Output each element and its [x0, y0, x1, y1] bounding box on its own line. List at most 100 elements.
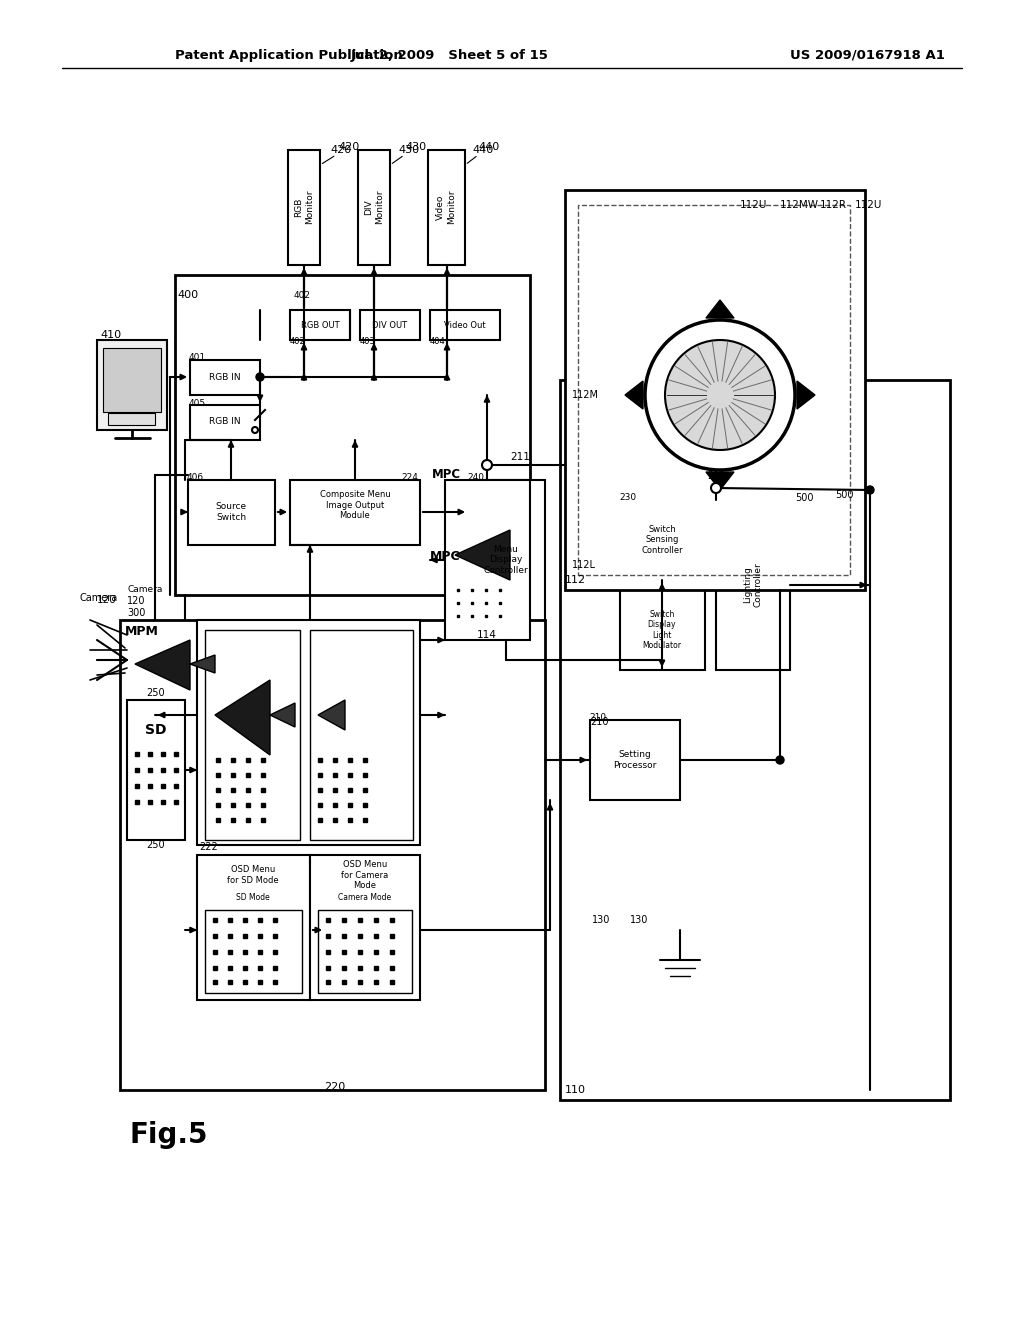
Text: RGB IN: RGB IN	[209, 372, 241, 381]
Polygon shape	[797, 381, 815, 409]
FancyBboxPatch shape	[565, 190, 865, 590]
Text: Setting
Processor: Setting Processor	[613, 750, 656, 770]
FancyBboxPatch shape	[205, 909, 302, 993]
Text: 210: 210	[589, 714, 606, 722]
Text: 120: 120	[127, 597, 145, 606]
Text: 420: 420	[330, 145, 351, 154]
FancyBboxPatch shape	[120, 620, 545, 1090]
Text: 250: 250	[146, 688, 165, 698]
Text: Composite Menu
Image Output
Module: Composite Menu Image Output Module	[319, 490, 390, 520]
Text: 112R: 112R	[820, 201, 847, 210]
Text: 211: 211	[707, 471, 725, 480]
Text: MPC: MPC	[430, 550, 461, 564]
Polygon shape	[270, 704, 295, 727]
FancyBboxPatch shape	[127, 700, 185, 840]
Text: Switch
Display
Light
Modulator: Switch Display Light Modulator	[642, 610, 682, 651]
FancyBboxPatch shape	[360, 310, 420, 341]
Text: Menu
Display
Controller: Menu Display Controller	[483, 545, 528, 576]
Polygon shape	[455, 531, 510, 579]
Text: OSD Menu
for Camera
Mode: OSD Menu for Camera Mode	[341, 861, 389, 890]
Text: Video
Monitor: Video Monitor	[436, 190, 456, 224]
FancyBboxPatch shape	[190, 405, 260, 440]
FancyBboxPatch shape	[175, 275, 530, 595]
Text: Fig.5: Fig.5	[130, 1121, 209, 1148]
Circle shape	[665, 341, 775, 450]
FancyBboxPatch shape	[620, 590, 705, 671]
Text: SD: SD	[145, 723, 167, 737]
Circle shape	[776, 756, 784, 764]
Text: Lighting
Controller: Lighting Controller	[743, 562, 763, 607]
Polygon shape	[215, 680, 270, 755]
Text: 406: 406	[187, 473, 204, 482]
FancyBboxPatch shape	[428, 150, 465, 265]
Text: Source
Switch: Source Switch	[215, 503, 247, 521]
Text: 120: 120	[97, 595, 117, 605]
Text: 300: 300	[127, 609, 145, 618]
Text: 401: 401	[189, 352, 206, 362]
Polygon shape	[318, 700, 345, 730]
Polygon shape	[625, 381, 643, 409]
Text: 114: 114	[477, 630, 497, 640]
Text: 112M: 112M	[572, 389, 599, 400]
Text: 500: 500	[835, 490, 853, 500]
Text: 440: 440	[472, 145, 494, 154]
Text: 402: 402	[294, 290, 311, 300]
Polygon shape	[190, 655, 215, 673]
Polygon shape	[706, 300, 734, 318]
Text: 402: 402	[290, 338, 306, 346]
Text: 112: 112	[565, 576, 586, 585]
Polygon shape	[135, 640, 190, 690]
Text: Camera: Camera	[80, 593, 118, 603]
Text: Patent Application Publication: Patent Application Publication	[175, 49, 402, 62]
Text: MPM: MPM	[125, 624, 159, 638]
Text: 430: 430	[392, 143, 426, 164]
FancyBboxPatch shape	[197, 620, 420, 845]
Text: 410: 410	[100, 330, 121, 341]
Text: OSD Menu
for SD Mode: OSD Menu for SD Mode	[227, 866, 279, 884]
FancyBboxPatch shape	[560, 380, 950, 1100]
Text: 112U: 112U	[855, 201, 883, 210]
FancyBboxPatch shape	[358, 150, 390, 265]
Text: 430: 430	[398, 145, 419, 154]
Text: 211: 211	[510, 451, 529, 462]
Text: 250: 250	[146, 840, 165, 850]
Circle shape	[256, 374, 264, 381]
Text: Jul. 2, 2009   Sheet 5 of 15: Jul. 2, 2009 Sheet 5 of 15	[351, 49, 549, 62]
Text: 230: 230	[618, 494, 636, 503]
Text: 210: 210	[590, 717, 608, 727]
Text: 112U: 112U	[740, 201, 767, 210]
Circle shape	[711, 483, 721, 492]
Text: Switch
Sensing
Controller: Switch Sensing Controller	[641, 525, 683, 554]
Text: 220: 220	[325, 1082, 346, 1092]
Text: 420: 420	[323, 143, 359, 164]
FancyBboxPatch shape	[290, 310, 350, 341]
Text: 240: 240	[467, 473, 484, 482]
FancyBboxPatch shape	[716, 500, 790, 671]
FancyBboxPatch shape	[190, 360, 260, 395]
FancyBboxPatch shape	[290, 480, 420, 545]
FancyBboxPatch shape	[197, 855, 310, 1001]
Text: 400: 400	[177, 290, 198, 300]
Text: 112MW: 112MW	[780, 201, 819, 210]
FancyBboxPatch shape	[103, 348, 161, 412]
Text: DIV OUT: DIV OUT	[373, 321, 408, 330]
Text: 112L: 112L	[572, 560, 596, 570]
Text: 130: 130	[630, 915, 648, 925]
Text: Camera Mode: Camera Mode	[339, 894, 391, 903]
Text: US 2009/0167918 A1: US 2009/0167918 A1	[790, 49, 945, 62]
FancyBboxPatch shape	[445, 480, 530, 640]
Text: 404: 404	[430, 338, 445, 346]
Text: 405: 405	[189, 399, 206, 408]
FancyBboxPatch shape	[108, 413, 155, 425]
FancyBboxPatch shape	[468, 480, 545, 640]
Text: 110: 110	[565, 1085, 586, 1096]
FancyBboxPatch shape	[590, 719, 680, 800]
FancyBboxPatch shape	[578, 205, 850, 576]
FancyBboxPatch shape	[205, 630, 300, 840]
Text: RGB
Monitor: RGB Monitor	[294, 190, 313, 224]
FancyBboxPatch shape	[97, 341, 167, 430]
FancyBboxPatch shape	[188, 480, 275, 545]
FancyBboxPatch shape	[288, 150, 319, 265]
FancyBboxPatch shape	[318, 909, 412, 993]
FancyBboxPatch shape	[620, 500, 705, 579]
